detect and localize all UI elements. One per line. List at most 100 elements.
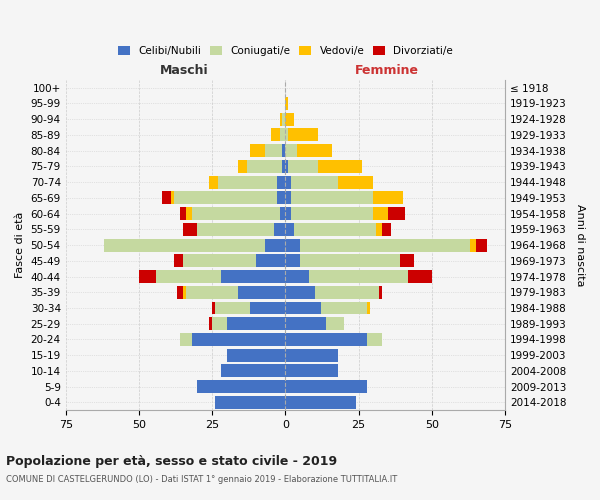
Bar bbox=[291, 207, 373, 220]
Bar bbox=[294, 223, 376, 236]
Bar bbox=[373, 207, 388, 220]
Bar bbox=[300, 254, 400, 267]
Bar bbox=[286, 223, 294, 236]
Bar bbox=[280, 128, 286, 141]
Legend: Celibi/Nubili, Coniugati/e, Vedovi/e, Divorziati/e: Celibi/Nubili, Coniugati/e, Vedovi/e, Di… bbox=[113, 42, 457, 60]
Text: COMUNE DI CASTELGERUNDO (LO) - Dati ISTAT 1° gennaio 2019 - Elaborazione TUTTITA: COMUNE DI CASTELGERUNDO (LO) - Dati ISTA… bbox=[6, 475, 397, 484]
Bar bbox=[314, 286, 379, 298]
Bar bbox=[288, 128, 317, 141]
Bar bbox=[286, 302, 320, 314]
Bar bbox=[367, 333, 382, 346]
Bar bbox=[286, 112, 294, 126]
Bar bbox=[286, 254, 300, 267]
Bar bbox=[376, 223, 382, 236]
Bar bbox=[400, 254, 414, 267]
Bar bbox=[212, 302, 215, 314]
Bar bbox=[317, 160, 362, 173]
Bar bbox=[221, 270, 286, 283]
Bar bbox=[221, 364, 286, 378]
Bar bbox=[470, 238, 476, 252]
Bar bbox=[286, 144, 297, 157]
Bar bbox=[180, 207, 186, 220]
Bar bbox=[286, 192, 291, 204]
Bar bbox=[373, 192, 403, 204]
Bar bbox=[283, 160, 286, 173]
Bar bbox=[209, 176, 218, 188]
Bar bbox=[300, 238, 470, 252]
Bar bbox=[271, 128, 280, 141]
Bar bbox=[277, 192, 286, 204]
Bar bbox=[280, 207, 286, 220]
Bar bbox=[382, 223, 391, 236]
Bar bbox=[215, 396, 286, 409]
Bar bbox=[283, 112, 286, 126]
Bar bbox=[227, 318, 286, 330]
Bar bbox=[238, 160, 247, 173]
Bar bbox=[286, 128, 288, 141]
Bar bbox=[163, 192, 171, 204]
Bar bbox=[286, 286, 314, 298]
Bar bbox=[250, 144, 265, 157]
Bar bbox=[320, 302, 367, 314]
Bar bbox=[338, 176, 373, 188]
Bar bbox=[280, 112, 283, 126]
Bar bbox=[197, 380, 286, 393]
Bar bbox=[277, 176, 286, 188]
Bar bbox=[274, 223, 286, 236]
Y-axis label: Anni di nascita: Anni di nascita bbox=[575, 204, 585, 286]
Bar bbox=[286, 160, 288, 173]
Bar bbox=[227, 349, 286, 362]
Bar bbox=[283, 144, 286, 157]
Bar bbox=[367, 302, 370, 314]
Bar bbox=[177, 286, 183, 298]
Bar bbox=[174, 192, 277, 204]
Bar bbox=[209, 318, 212, 330]
Bar bbox=[286, 238, 300, 252]
Bar bbox=[297, 144, 332, 157]
Bar bbox=[218, 176, 277, 188]
Bar bbox=[309, 270, 409, 283]
Bar bbox=[139, 270, 157, 283]
Bar bbox=[191, 207, 280, 220]
Bar bbox=[256, 254, 286, 267]
Bar bbox=[286, 270, 309, 283]
Bar bbox=[186, 207, 191, 220]
Bar bbox=[212, 318, 227, 330]
Bar bbox=[409, 270, 432, 283]
Bar bbox=[326, 318, 344, 330]
Text: Maschi: Maschi bbox=[160, 64, 209, 76]
Bar bbox=[265, 238, 286, 252]
Bar bbox=[286, 396, 356, 409]
Bar bbox=[388, 207, 406, 220]
Text: Femmine: Femmine bbox=[355, 64, 418, 76]
Bar bbox=[286, 349, 338, 362]
Bar bbox=[291, 192, 373, 204]
Bar bbox=[171, 192, 174, 204]
Bar bbox=[286, 318, 326, 330]
Bar bbox=[191, 333, 286, 346]
Bar bbox=[291, 176, 338, 188]
Bar bbox=[286, 207, 291, 220]
Bar bbox=[157, 270, 221, 283]
Bar bbox=[286, 176, 291, 188]
Text: Popolazione per età, sesso e stato civile - 2019: Popolazione per età, sesso e stato civil… bbox=[6, 455, 337, 468]
Bar bbox=[265, 144, 283, 157]
Bar bbox=[286, 380, 367, 393]
Bar bbox=[288, 160, 317, 173]
Y-axis label: Fasce di età: Fasce di età bbox=[15, 212, 25, 278]
Bar bbox=[476, 238, 487, 252]
Bar bbox=[215, 302, 250, 314]
Bar bbox=[197, 223, 274, 236]
Bar bbox=[183, 254, 256, 267]
Bar bbox=[379, 286, 382, 298]
Bar bbox=[238, 286, 286, 298]
Bar bbox=[183, 223, 197, 236]
Bar bbox=[183, 286, 186, 298]
Bar bbox=[250, 302, 286, 314]
Bar bbox=[180, 333, 191, 346]
Bar bbox=[247, 160, 283, 173]
Bar bbox=[104, 238, 265, 252]
Bar bbox=[286, 97, 288, 110]
Bar bbox=[174, 254, 183, 267]
Bar bbox=[186, 286, 238, 298]
